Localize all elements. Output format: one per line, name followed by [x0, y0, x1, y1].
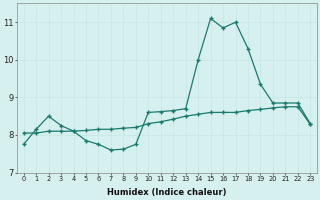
X-axis label: Humidex (Indice chaleur): Humidex (Indice chaleur) — [107, 188, 227, 197]
